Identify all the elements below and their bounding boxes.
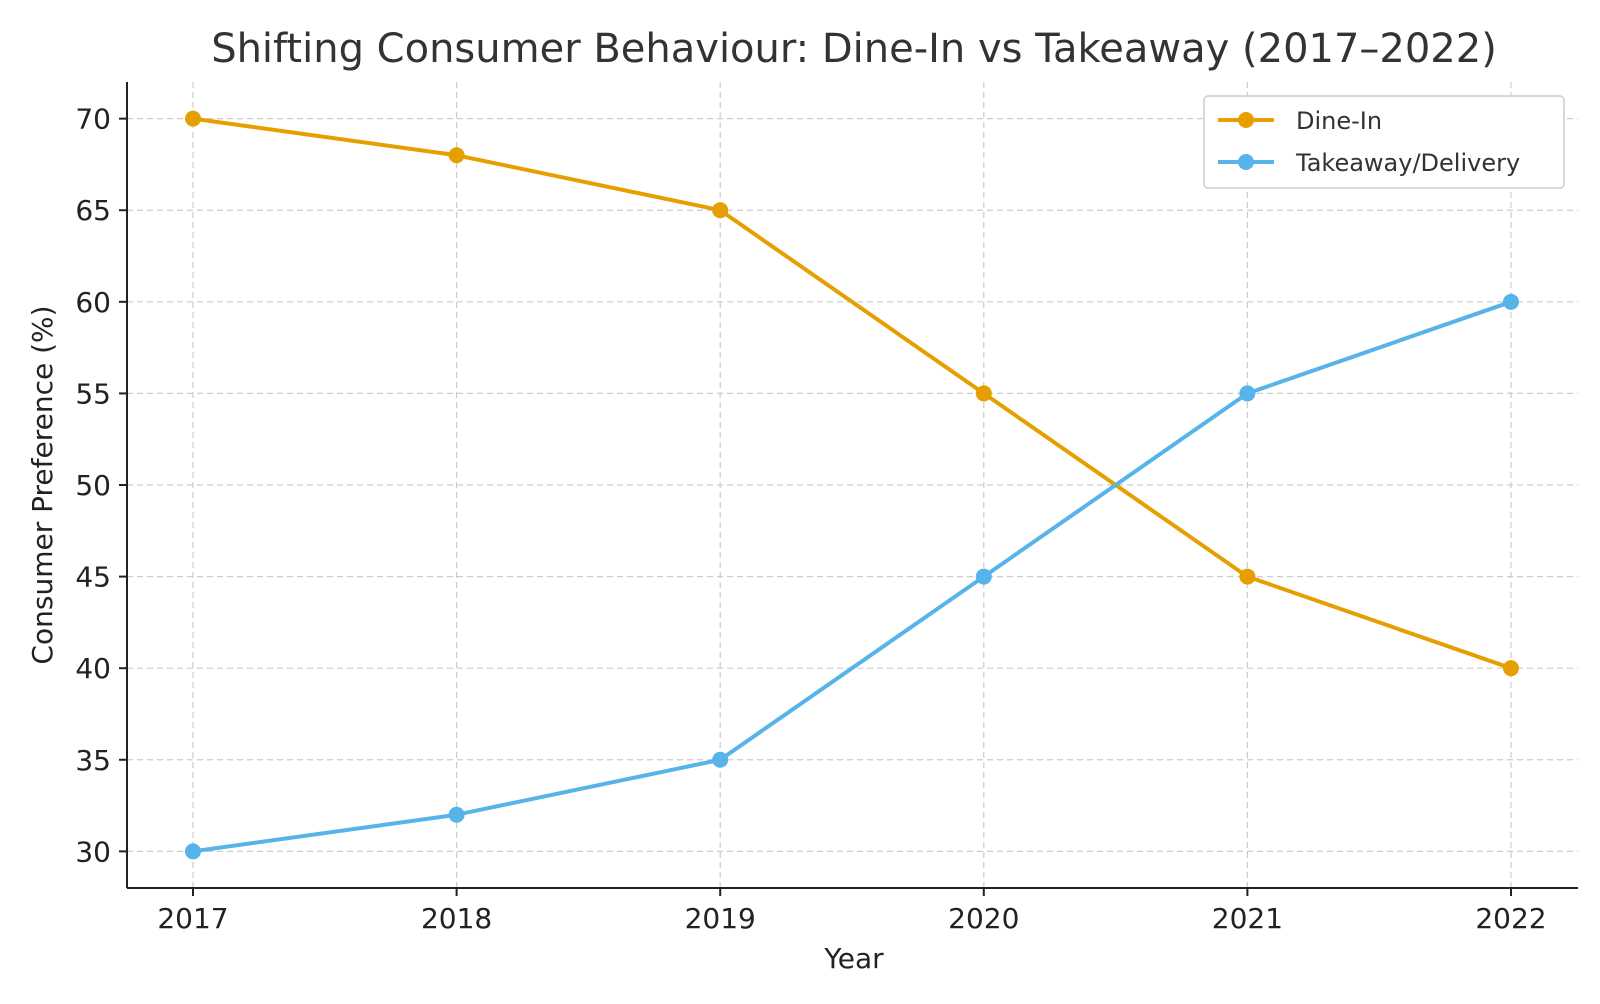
series-line-dine-in bbox=[191, 116, 1513, 671]
y-tick-label: 55 bbox=[75, 377, 111, 410]
tick-labels: 2017 2018 2019 2020 2021 2022 30 35 40 45 50 55 60 65… bbox=[75, 103, 1546, 935]
y-tick-label: 60 bbox=[75, 286, 111, 319]
axes bbox=[119, 82, 1578, 896]
y-tick-label: 30 bbox=[75, 835, 111, 868]
legend-swatch-marker bbox=[1238, 154, 1254, 170]
x-tick-label: 2018 bbox=[421, 902, 492, 935]
data-point-dine-in bbox=[1239, 568, 1256, 585]
y-tick-label: 65 bbox=[75, 194, 111, 227]
legend-item-takeaway-delivery: Takeaway/Delivery bbox=[1218, 149, 1520, 177]
y-tick-label: 70 bbox=[75, 103, 111, 136]
legend-label: Takeaway/Delivery bbox=[1295, 149, 1520, 177]
legend: Dine-In Takeaway/Delivery bbox=[1203, 95, 1565, 189]
data-point-takeaway-delivery bbox=[185, 843, 201, 860]
series-lines bbox=[185, 110, 1519, 860]
x-tick-label: 2017 bbox=[157, 902, 228, 935]
legend-label: Dine-In bbox=[1296, 107, 1382, 135]
y-tick-label: 45 bbox=[75, 561, 111, 594]
x-tick-label: 2022 bbox=[1475, 902, 1546, 935]
x-tick-label: 2020 bbox=[948, 902, 1019, 935]
y-tick-label: 40 bbox=[75, 652, 111, 685]
series-line-takeaway-delivery bbox=[191, 299, 1513, 854]
x-axis-label: Year bbox=[823, 942, 884, 975]
data-point-dine-in bbox=[448, 147, 465, 164]
y-tick-label: 50 bbox=[75, 469, 111, 502]
x-tick-label: 2019 bbox=[685, 902, 756, 935]
series-takeaway-delivery bbox=[185, 293, 1519, 860]
x-tick-label: 2021 bbox=[1212, 902, 1283, 935]
data-point-dine-in bbox=[1503, 660, 1519, 677]
data-point-takeaway-delivery bbox=[448, 806, 465, 823]
y-axis-label: Consumer Preference (%) bbox=[26, 305, 59, 664]
data-point-dine-in bbox=[975, 385, 992, 402]
grid-lines bbox=[127, 82, 1578, 888]
data-point-takeaway-delivery bbox=[975, 568, 992, 585]
y-tick-label: 35 bbox=[75, 744, 111, 777]
data-point-dine-in bbox=[712, 202, 729, 219]
series-dine-in bbox=[185, 110, 1519, 677]
legend-item-dine-in: Dine-In bbox=[1218, 107, 1382, 135]
data-point-takeaway-delivery bbox=[712, 751, 729, 768]
data-point-dine-in bbox=[185, 110, 201, 127]
legend-swatch-marker bbox=[1238, 112, 1254, 128]
data-point-takeaway-delivery bbox=[1503, 293, 1519, 310]
legend-box bbox=[1203, 95, 1565, 189]
data-point-takeaway-delivery bbox=[1239, 385, 1256, 402]
chart-title: Shifting Consumer Behaviour: Dine-In vs … bbox=[211, 26, 1497, 72]
